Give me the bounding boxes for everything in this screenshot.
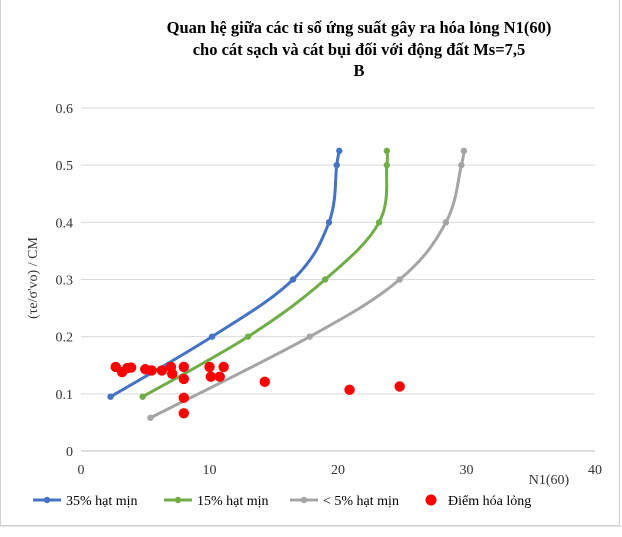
liquefaction-point [125, 362, 137, 373]
x-tick-label: 20 [331, 463, 345, 478]
series-0-point [208, 333, 216, 340]
legend: 35% hạt mịn 15% hạt mịn < 5% hạt mịn Điểm h… [33, 494, 531, 509]
liquefaction-point [394, 381, 405, 392]
y-tick-label: 0.5 [56, 159, 74, 174]
legend-entry-label: 35% hạt mịn [66, 494, 138, 509]
liquefaction-point [178, 408, 189, 419]
legend-entry-label: Điểm hóa lỏng [448, 494, 531, 509]
liquefaction-point [259, 376, 270, 388]
series-2-point [458, 161, 465, 169]
x-tick-label: 30 [460, 463, 474, 478]
legend-entry-label: < 5% hạt mịn [323, 494, 399, 509]
y-axis-label: (τe/σ'vo) / CM [26, 237, 41, 319]
legend-swatch-marker [425, 494, 437, 506]
liquefaction-point [218, 361, 229, 373]
series-0-point [325, 219, 333, 226]
liquefaction-point [204, 361, 215, 373]
liquefaction-point [178, 373, 189, 385]
series-2-line [148, 149, 466, 420]
series-2-point [396, 276, 403, 283]
liquefaction-point [205, 371, 216, 382]
y-tick-label: 0.1 [56, 388, 74, 403]
series-1-point [244, 333, 252, 340]
series-0-point [336, 147, 343, 155]
series-0-point [333, 161, 340, 169]
liquefaction-chart: Quan hệ giữa các tỉ số ứng suất gây ra h… [26, 18, 603, 509]
series-2-point [306, 333, 313, 340]
y-tick-label: 0.6 [56, 102, 74, 117]
chart-title-line-3: B [353, 61, 364, 80]
liquefaction-point [344, 384, 355, 396]
chart-title-line-1: Quan hệ giữa các tỉ số ứng suất gây ra h… [167, 18, 552, 37]
series-2-point [147, 414, 154, 422]
liquefaction-point [167, 368, 178, 380]
y-tick-label: 0.3 [56, 274, 74, 289]
chart-title-line-2: cho cát sạch và cát bụi đối với động đất… [193, 40, 526, 59]
legend-swatch-point [300, 496, 308, 504]
liquefaction-point [146, 365, 157, 376]
x-tick-label: 10 [203, 463, 217, 478]
series-0-point [107, 393, 114, 400]
legend-entry-label: 15% hạt mịn [197, 494, 269, 509]
series-2-point [460, 147, 468, 155]
series-0-line [109, 149, 341, 399]
y-tick-label: 0 [66, 445, 73, 460]
liquefaction-point [214, 371, 225, 382]
liquefaction-point [178, 392, 189, 404]
series-1-point [139, 393, 146, 400]
legend-swatch-point [174, 496, 182, 504]
series-1-point [383, 147, 391, 155]
series-0-point [289, 276, 297, 283]
liquefaction-point [178, 361, 189, 373]
series-1-point [321, 276, 329, 283]
series-1-point [383, 161, 391, 169]
series-2-point [442, 219, 450, 226]
x-tick-label: 40 [588, 463, 602, 478]
legend-swatch-point [43, 496, 51, 504]
x-tick-label: 0 [78, 463, 85, 478]
chart-frame: Quan hệ giữa các tỉ số ứng suất gây ra h… [0, 0, 620, 526]
axes: 0 0.1 0.2 0.3 0.4 0.5 0.6 0 10 20 30 40 [56, 102, 603, 478]
y-tick-label: 0.4 [56, 216, 74, 231]
bottom-strip [0, 526, 622, 537]
x-axis-label: N1(60) [529, 473, 570, 488]
plot-series [107, 147, 468, 422]
y-tick-label: 0.2 [56, 331, 74, 346]
liquefaction-point [156, 365, 168, 376]
series-1-point [375, 219, 383, 226]
